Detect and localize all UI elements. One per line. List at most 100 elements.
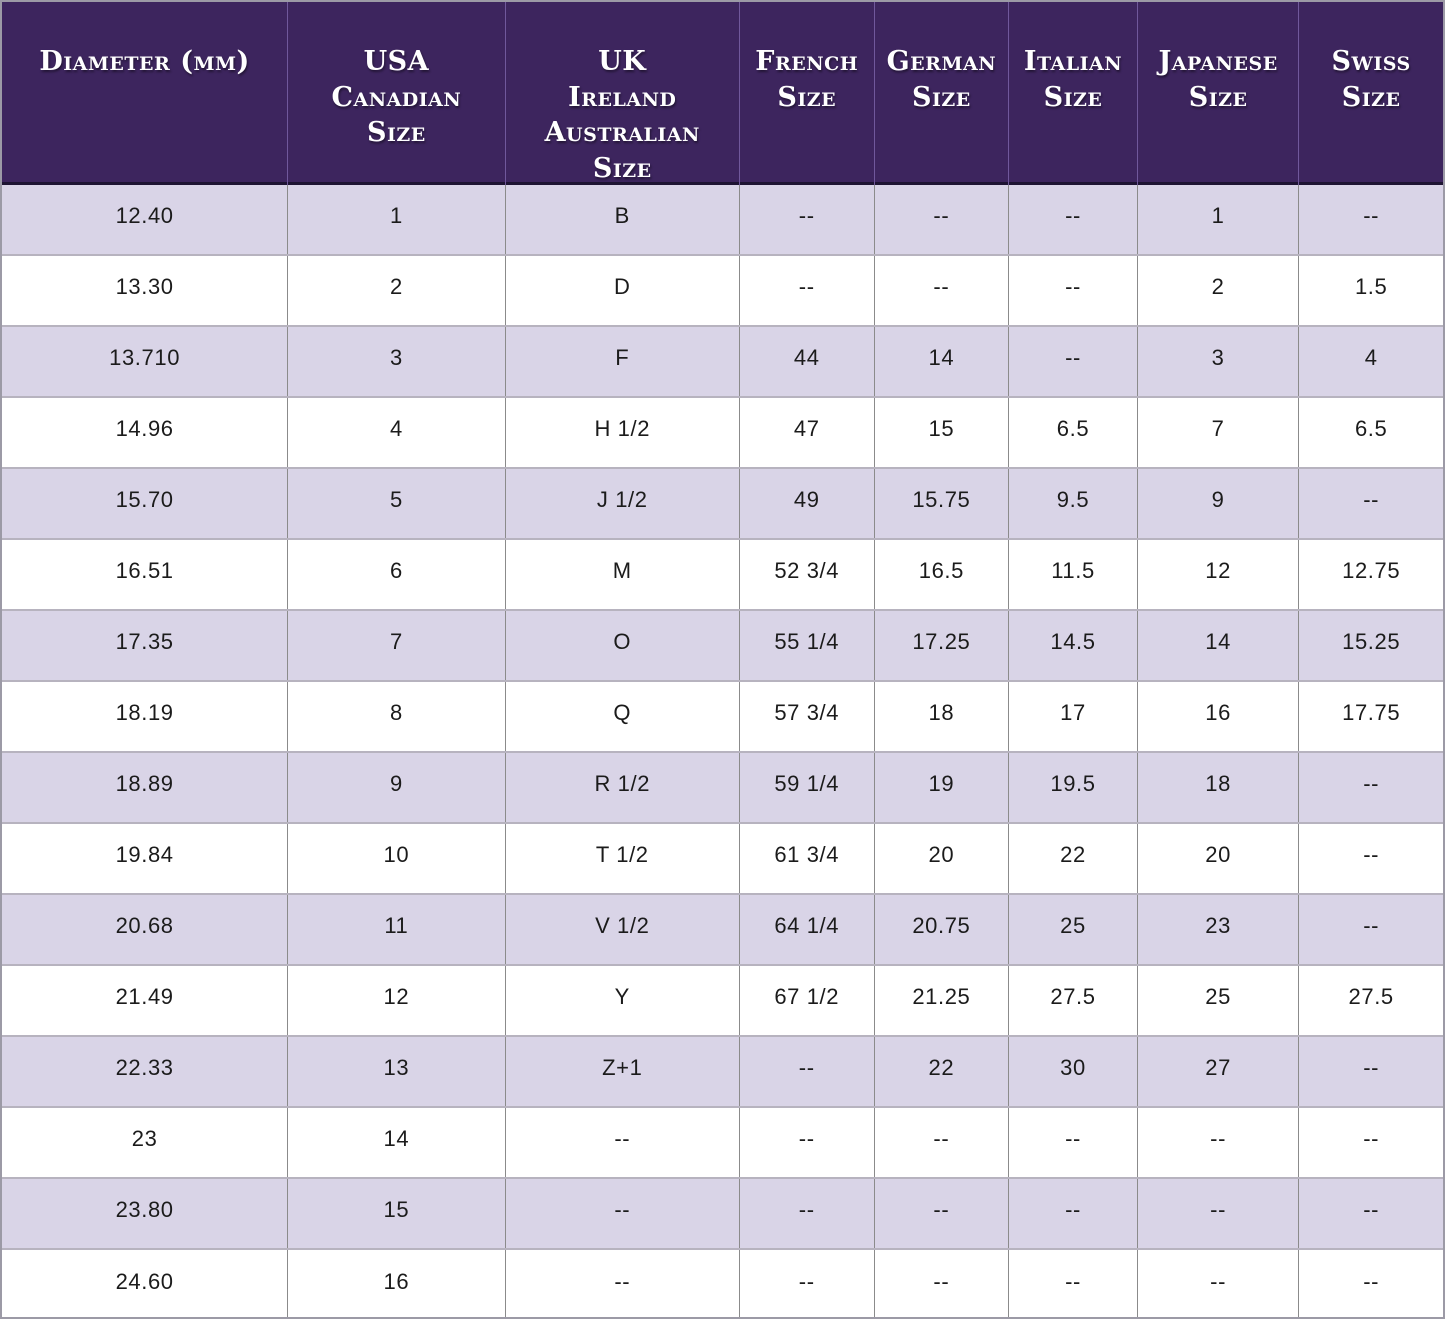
cell-italian-size: -- <box>1009 327 1138 396</box>
cell-german-size: 15 <box>875 398 1010 467</box>
cell-german-size: 21.25 <box>875 966 1010 1035</box>
table-row: 12.40 1 B -- -- -- 1 -- <box>2 185 1443 256</box>
table-body: 12.40 1 B -- -- -- 1 -- 13.30 2 D -- -- -- 2 1.5 13.710 3… <box>2 185 1443 1317</box>
cell-usa-canadian-size: 2 <box>288 256 506 325</box>
cell-japanese-size: -- <box>1138 1250 1300 1317</box>
cell-uk-ireland-australian-size: Z+1 <box>506 1037 740 1106</box>
cell-usa-canadian-size: 15 <box>288 1179 506 1248</box>
cell-italian-size: 22 <box>1009 824 1138 893</box>
table-row: 13.710 3 F 44 14 -- 3 4 <box>2 327 1443 398</box>
cell-swiss-size: -- <box>1363 1197 1380 1222</box>
cell-usa-canadian-size: 13 <box>288 1037 506 1106</box>
cell-german-size: 18 <box>875 682 1010 751</box>
cell-italian-size: 19.5 <box>1009 753 1138 822</box>
table-header-row: Diameter (mm) USA Canadian Size UK Irela… <box>2 2 1443 187</box>
cell-italian-size: 9.5 <box>1009 469 1138 538</box>
cell-diameter-mm: 13.710 <box>2 327 289 396</box>
table-row: 21.49 12 Y 67 1/2 21.25 27.5 25 27.5 <box>2 966 1443 1037</box>
cell-german-size: 17.25 <box>875 611 1010 680</box>
cell-usa-canadian-size: 6 <box>288 540 506 609</box>
cell-italian-size: -- <box>1009 1179 1138 1248</box>
cell-german-size: 16.5 <box>875 540 1010 609</box>
cell-usa-canadian-size: 5 <box>288 469 506 538</box>
cell-french-size: -- <box>740 1108 875 1177</box>
cell-swiss-size: -- <box>1363 203 1380 228</box>
cell-french-size: 49 <box>740 469 875 538</box>
cell-italian-size: 17 <box>1009 682 1138 751</box>
cell-italian-size: 11.5 <box>1009 540 1138 609</box>
cell-swiss-size: -- <box>1363 913 1380 938</box>
table-row: 23.80 15 -- -- -- -- -- -- <box>2 1179 1443 1250</box>
cell-swiss-size: 15.25 <box>1342 629 1401 654</box>
table-row: 22.33 13 Z+1 -- 22 30 27 -- <box>2 1037 1443 1108</box>
cell-italian-size: 30 <box>1009 1037 1138 1106</box>
cell-japanese-size: 2 <box>1138 256 1300 325</box>
table-row: 14.96 4 H 1/2 47 15 6.5 7 6.5 <box>2 398 1443 469</box>
cell-uk-ireland-australian-size: R 1/2 <box>506 753 740 822</box>
cell-diameter-mm: 16.51 <box>2 540 289 609</box>
cell-diameter-mm: 15.70 <box>2 469 289 538</box>
cell-uk-ireland-australian-size: -- <box>506 1108 740 1177</box>
cell-uk-ireland-australian-size: J 1/2 <box>506 469 740 538</box>
cell-german-size: 20 <box>875 824 1010 893</box>
cell-french-size: 64 1/4 <box>740 895 875 964</box>
table-row: 19.84 10 T 1/2 61 3/4 20 22 20 -- <box>2 824 1443 895</box>
table-row: 16.51 6 M 52 3/4 16.5 11.5 12 12.75 <box>2 540 1443 611</box>
column-header-swiss-size: Swiss Size <box>1331 46 1411 113</box>
cell-german-size: 15.75 <box>875 469 1010 538</box>
cell-diameter-mm: 14.96 <box>2 398 289 467</box>
cell-italian-size: 6.5 <box>1009 398 1138 467</box>
table-row: 17.35 7 O 55 1/4 17.25 14.5 14 15.25 <box>2 611 1443 682</box>
cell-french-size: -- <box>740 1037 875 1106</box>
cell-uk-ireland-australian-size: -- <box>506 1179 740 1248</box>
cell-swiss-size: -- <box>1363 1269 1380 1294</box>
cell-french-size: 59 1/4 <box>740 753 875 822</box>
cell-uk-ireland-australian-size: B <box>506 185 740 254</box>
cell-japanese-size: 3 <box>1138 327 1300 396</box>
cell-usa-canadian-size: 12 <box>288 966 506 1035</box>
cell-french-size: 44 <box>740 327 875 396</box>
cell-usa-canadian-size: 4 <box>288 398 506 467</box>
cell-usa-canadian-size: 9 <box>288 753 506 822</box>
cell-usa-canadian-size: 14 <box>288 1108 506 1177</box>
cell-italian-size: -- <box>1009 1250 1138 1317</box>
cell-diameter-mm: 13.30 <box>2 256 289 325</box>
cell-diameter-mm: 23 <box>2 1108 289 1177</box>
cell-uk-ireland-australian-size: V 1/2 <box>506 895 740 964</box>
cell-uk-ireland-australian-size: Q <box>506 682 740 751</box>
cell-usa-canadian-size: 1 <box>288 185 506 254</box>
column-header-german-size: German Size <box>875 2 1010 187</box>
cell-japanese-size: 1 <box>1138 185 1300 254</box>
cell-italian-size: 25 <box>1009 895 1138 964</box>
table-row: 18.89 9 R 1/2 59 1/4 19 19.5 18 -- <box>2 753 1443 824</box>
cell-japanese-size: 18 <box>1138 753 1300 822</box>
cell-swiss-size: 17.75 <box>1342 700 1401 725</box>
cell-swiss-size: -- <box>1363 1055 1380 1080</box>
cell-uk-ireland-australian-size: T 1/2 <box>506 824 740 893</box>
cell-german-size: 14 <box>875 327 1010 396</box>
cell-usa-canadian-size: 11 <box>288 895 506 964</box>
cell-usa-canadian-size: 16 <box>288 1250 506 1317</box>
cell-japanese-size: 7 <box>1138 398 1300 467</box>
table-row: 18.19 8 Q 57 3/4 18 17 16 17.75 <box>2 682 1443 753</box>
cell-uk-ireland-australian-size: -- <box>506 1250 740 1317</box>
cell-diameter-mm: 21.49 <box>2 966 289 1035</box>
cell-uk-ireland-australian-size: M <box>506 540 740 609</box>
cell-swiss-size: -- <box>1363 842 1380 867</box>
cell-italian-size: 27.5 <box>1009 966 1138 1035</box>
cell-diameter-mm: 22.33 <box>2 1037 289 1106</box>
cell-german-size: 22 <box>875 1037 1010 1106</box>
cell-japanese-size: 20 <box>1138 824 1300 893</box>
cell-japanese-size: 25 <box>1138 966 1300 1035</box>
cell-french-size: 55 1/4 <box>740 611 875 680</box>
cell-french-size: -- <box>740 185 875 254</box>
table-row: 13.30 2 D -- -- -- 2 1.5 <box>2 256 1443 327</box>
cell-german-size: 20.75 <box>875 895 1010 964</box>
cell-french-size: 52 3/4 <box>740 540 875 609</box>
cell-italian-size: -- <box>1009 256 1138 325</box>
cell-japanese-size: 23 <box>1138 895 1300 964</box>
cell-diameter-mm: 12.40 <box>2 185 289 254</box>
column-header-japanese-size: Japanese Size <box>1138 2 1300 187</box>
cell-german-size: -- <box>875 1250 1010 1317</box>
